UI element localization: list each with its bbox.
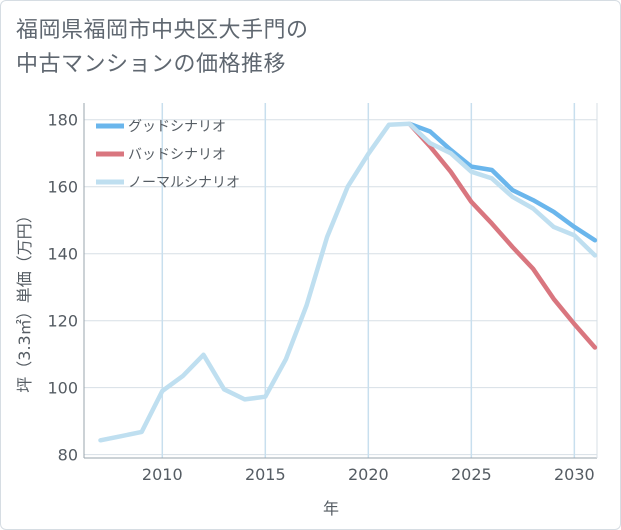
chart-title-line-1: 福岡県福岡市中央区大手門の xyxy=(16,18,309,43)
y-tick-label-100: 100 xyxy=(47,379,78,398)
x-tick-label-2015: 2015 xyxy=(245,465,286,484)
x-tick-label-2010: 2010 xyxy=(142,465,183,484)
x-tick-label-2025: 2025 xyxy=(451,465,492,484)
y-tick-label-140: 140 xyxy=(47,245,78,264)
y-tick-label-160: 160 xyxy=(47,178,78,197)
legend-label-bad: バッドシナリオ xyxy=(128,147,226,163)
y-tick-label-120: 120 xyxy=(47,312,78,331)
chart-title-line-2: 中古マンションの価格推移 xyxy=(16,52,287,77)
y-tick-label-80: 80 xyxy=(58,446,78,465)
axes: 80 100 120 140 160 180 2010 2015 2020 2025 2030 xyxy=(47,103,598,484)
legend-label-good: グッドシナリオ xyxy=(128,119,226,135)
y-axis-label: 坪（3.3㎡）単価（万円） xyxy=(15,207,34,392)
legend-label-normal: ノーマルシナリオ xyxy=(128,175,240,191)
x-tick-label-2030: 2030 xyxy=(554,465,595,484)
plot-area-background xyxy=(84,103,597,458)
x-tick-label-2020: 2020 xyxy=(348,465,389,484)
series-line-normal xyxy=(98,121,598,443)
x-axis-label: 年 xyxy=(323,499,339,518)
series-line-bad xyxy=(407,121,598,350)
y-tick-label-180: 180 xyxy=(47,111,78,130)
series-lines xyxy=(98,121,598,443)
series-line-good xyxy=(407,121,598,243)
chart-title: 福岡県福岡市中央区大手門の 中古マンションの価格推移 xyxy=(16,14,309,82)
